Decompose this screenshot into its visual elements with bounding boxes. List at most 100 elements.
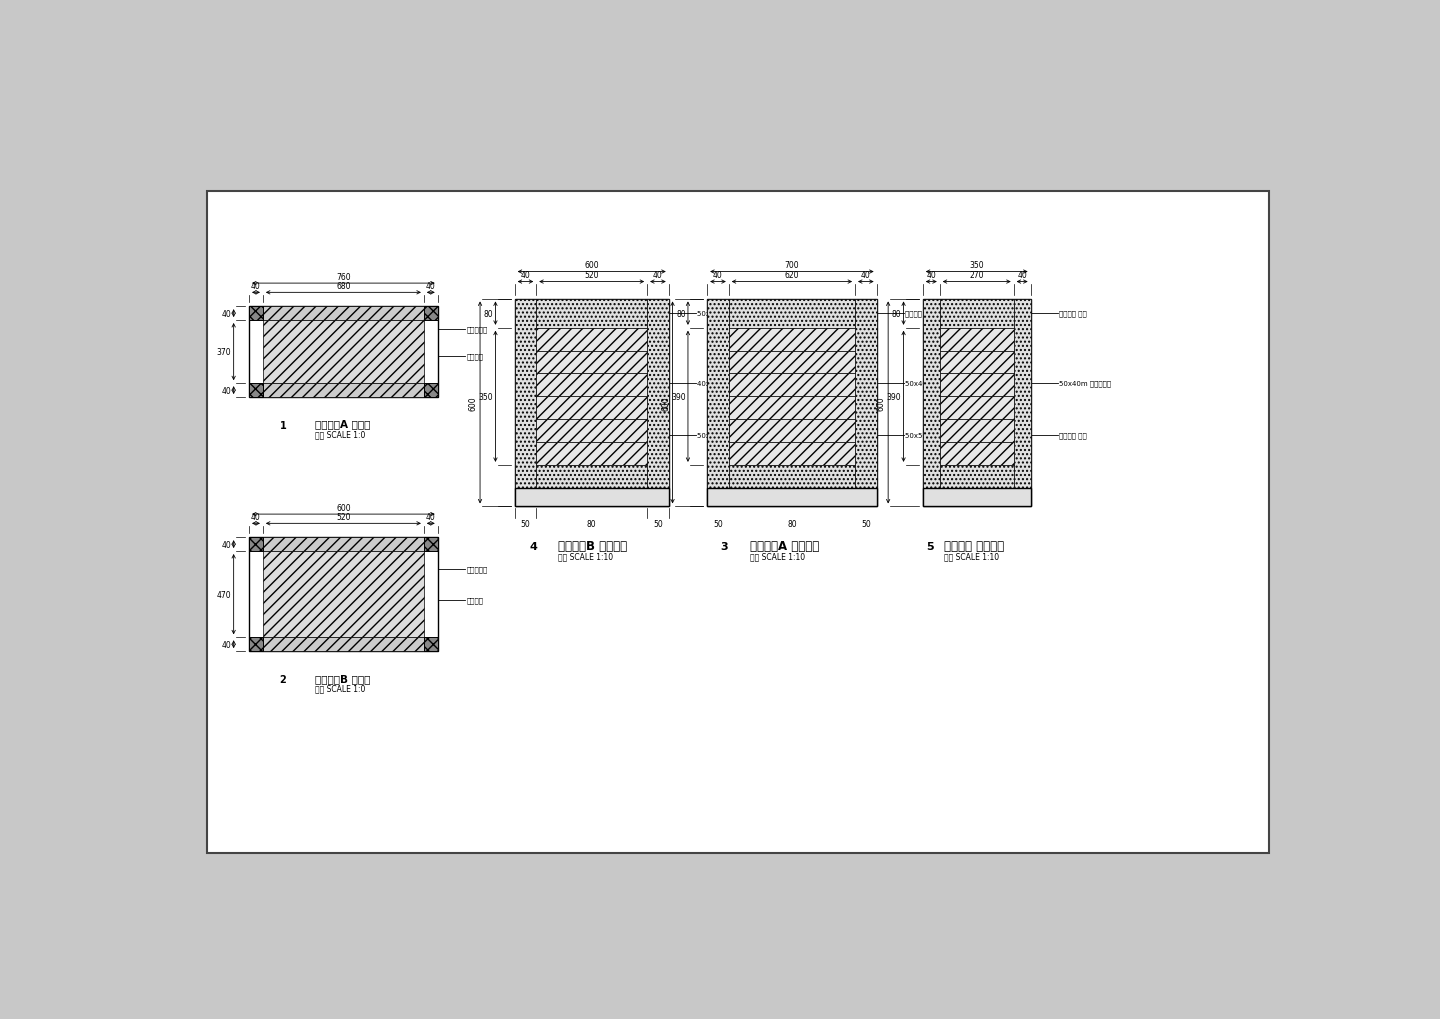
- Bar: [729, 374, 855, 396]
- Bar: [536, 420, 647, 442]
- Bar: [536, 442, 647, 466]
- Text: 350: 350: [478, 392, 492, 401]
- Bar: [264, 384, 423, 397]
- Bar: [940, 328, 1014, 352]
- Text: 600: 600: [877, 395, 886, 411]
- Bar: [1014, 300, 1031, 488]
- Text: 40: 40: [251, 513, 261, 522]
- Bar: [729, 420, 855, 442]
- Bar: [940, 466, 1014, 488]
- Bar: [536, 300, 647, 328]
- Bar: [923, 488, 1031, 506]
- Bar: [249, 307, 264, 321]
- Text: 40: 40: [222, 640, 232, 649]
- Bar: [536, 328, 647, 352]
- Text: 3: 3: [720, 541, 729, 551]
- Bar: [707, 300, 729, 488]
- Text: 5: 5: [926, 541, 935, 551]
- Text: 50: 50: [521, 520, 530, 529]
- Bar: [514, 300, 536, 488]
- Text: 40x40mm 防腐木横撑: 40x40mm 防腐木横撑: [697, 380, 756, 386]
- Bar: [536, 396, 647, 420]
- Text: 40: 40: [521, 271, 530, 280]
- Text: 50: 50: [654, 520, 662, 529]
- Bar: [729, 300, 855, 328]
- Bar: [536, 374, 647, 396]
- Text: 50: 50: [861, 520, 871, 529]
- Text: 620: 620: [785, 271, 799, 280]
- Text: 1: 1: [279, 421, 287, 430]
- Text: 50x50防腐木 束条: 50x50防腐木 束条: [697, 311, 743, 317]
- Text: 350: 350: [969, 261, 984, 270]
- Bar: [514, 300, 668, 506]
- Bar: [207, 192, 1269, 853]
- Bar: [423, 638, 438, 651]
- Text: 80: 80: [891, 310, 901, 318]
- Text: 40: 40: [251, 281, 261, 290]
- Text: 80: 80: [675, 310, 685, 318]
- Circle shape: [524, 537, 543, 555]
- Bar: [855, 300, 877, 488]
- Bar: [729, 396, 855, 420]
- Text: 760: 760: [336, 272, 351, 281]
- Text: 比例 SCALE 1:10: 比例 SCALE 1:10: [557, 551, 613, 560]
- Text: 移动花箱B 平面图: 移动花箱B 平面图: [315, 674, 370, 683]
- Bar: [264, 551, 423, 638]
- Bar: [249, 638, 264, 651]
- Text: 40: 40: [426, 281, 436, 290]
- Text: 700: 700: [785, 261, 799, 270]
- Bar: [249, 307, 438, 397]
- Text: 防腐原木 束条: 防腐原木 束条: [906, 311, 933, 317]
- Text: 680: 680: [336, 281, 350, 290]
- Text: 40: 40: [222, 310, 232, 318]
- Bar: [940, 352, 1014, 374]
- Text: 2: 2: [279, 675, 287, 684]
- Bar: [707, 300, 877, 506]
- Bar: [729, 466, 855, 488]
- Bar: [423, 384, 438, 397]
- Bar: [729, 328, 855, 352]
- Bar: [923, 300, 1031, 506]
- Text: 防腐木板: 防腐木板: [467, 354, 484, 360]
- Text: 40: 40: [1017, 271, 1027, 280]
- Text: 移动花箱A 平面图: 移动花箱A 平面图: [315, 419, 370, 429]
- Circle shape: [714, 537, 733, 555]
- Text: 50x50防腐木 立柱: 50x50防腐木 立柱: [906, 432, 950, 438]
- Text: 防腐原木 立柱: 防腐原木 立柱: [1058, 432, 1087, 438]
- Text: 390: 390: [887, 392, 901, 401]
- Bar: [536, 466, 647, 488]
- Circle shape: [275, 671, 291, 688]
- Text: 移动花箱A 正立面图: 移动花箱A 正立面图: [750, 539, 819, 552]
- Bar: [536, 352, 647, 374]
- Text: 600: 600: [469, 395, 478, 411]
- Bar: [249, 384, 264, 397]
- Circle shape: [275, 417, 291, 434]
- Text: 80: 80: [588, 520, 596, 529]
- Text: 40: 40: [222, 540, 232, 549]
- Bar: [940, 396, 1014, 420]
- Text: 40: 40: [654, 271, 662, 280]
- Bar: [249, 538, 438, 651]
- Text: 50x80防腐木 立柱: 50x80防腐木 立柱: [697, 432, 743, 438]
- Bar: [940, 420, 1014, 442]
- Text: 50: 50: [713, 520, 723, 529]
- Text: 600: 600: [585, 261, 599, 270]
- Bar: [647, 300, 668, 488]
- Bar: [514, 488, 668, 506]
- Text: 50x40m 防腐木横撑: 50x40m 防腐木横撑: [1058, 380, 1112, 386]
- Text: 50x40mm 防腐木横撑: 50x40mm 防腐木横撑: [906, 380, 963, 386]
- Text: 40: 40: [861, 271, 871, 280]
- Bar: [264, 307, 423, 321]
- Text: 比例 SCALE 1:10: 比例 SCALE 1:10: [945, 551, 999, 560]
- Text: 比例 SCALE 1:10: 比例 SCALE 1:10: [750, 551, 805, 560]
- Text: 520: 520: [585, 271, 599, 280]
- Text: 470: 470: [216, 590, 232, 599]
- Text: 600: 600: [661, 395, 670, 411]
- Bar: [940, 374, 1014, 396]
- Text: 比例 SCALE 1:0: 比例 SCALE 1:0: [315, 684, 366, 693]
- Bar: [923, 300, 940, 488]
- Bar: [940, 442, 1014, 466]
- Text: 移动花箱 侧立面图: 移动花箱 侧立面图: [945, 539, 1005, 552]
- Text: 防腐木盖板: 防腐木盖板: [467, 326, 487, 333]
- Text: 防腐木盖板: 防腐木盖板: [467, 567, 487, 573]
